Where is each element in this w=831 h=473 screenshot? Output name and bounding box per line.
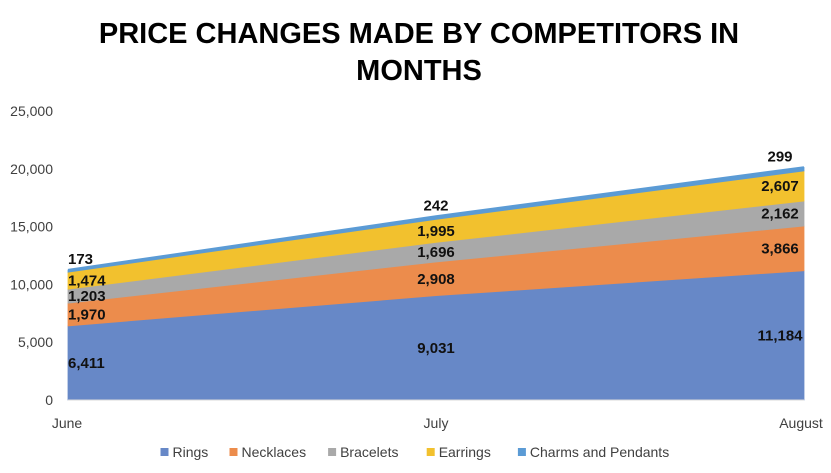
y-axis: 0 5,000 10,000 15,000 20,000 25,000 bbox=[10, 103, 53, 408]
x-tick-label: June bbox=[52, 415, 83, 431]
y-tick-label: 10,000 bbox=[10, 276, 53, 292]
legend-item-rings: Rings bbox=[160, 444, 209, 460]
data-label: 1,696 bbox=[417, 244, 455, 261]
data-label: 173 bbox=[68, 251, 93, 268]
data-label: 1,203 bbox=[68, 288, 106, 305]
data-label: 2,607 bbox=[761, 178, 799, 195]
y-tick-label: 5,000 bbox=[18, 334, 53, 350]
data-label: 1,995 bbox=[417, 223, 455, 240]
legend-item-charms-and-pendants: Charms and Pendants bbox=[517, 444, 669, 460]
x-axis: June July August bbox=[52, 399, 823, 431]
legend-item-necklaces: Necklaces bbox=[229, 444, 307, 460]
chart-title-line-2: MONTHS bbox=[356, 55, 482, 87]
y-tick-label: 25,000 bbox=[10, 103, 53, 119]
legend-swatch bbox=[160, 448, 169, 456]
legend-item-bracelets: Bracelets bbox=[328, 444, 398, 460]
legend-swatch bbox=[426, 448, 435, 456]
y-tick-label: 15,000 bbox=[10, 219, 53, 235]
legend: Rings Necklaces Bracelets Earrings Charms an… bbox=[160, 444, 669, 460]
data-labels: 6,411 9,031 11,184 1,970 2,908 3,866 1,203 1,69… bbox=[68, 148, 803, 372]
y-tick-label: 20,000 bbox=[10, 161, 53, 177]
chart-title-line-1: PRICE CHANGES MADE BY COMPETITORS IN bbox=[99, 18, 739, 50]
area-top-edge bbox=[67, 166, 805, 272]
data-label: 2,908 bbox=[417, 271, 455, 288]
legend-item-earrings: Earrings bbox=[426, 444, 491, 460]
data-label: 2,162 bbox=[761, 206, 799, 223]
data-label: 9,031 bbox=[417, 340, 455, 357]
legend-label: Charms and Pendants bbox=[530, 444, 669, 460]
legend-swatch bbox=[328, 448, 337, 456]
data-label: 1,970 bbox=[68, 307, 106, 324]
data-label: 11,184 bbox=[757, 327, 803, 344]
legend-swatch bbox=[517, 448, 526, 456]
x-tick-label: July bbox=[424, 415, 449, 431]
legend-label: Earrings bbox=[439, 444, 491, 460]
data-label: 1,474 bbox=[68, 273, 106, 290]
legend-swatch bbox=[229, 448, 238, 456]
area-series-group bbox=[67, 166, 805, 401]
data-label: 242 bbox=[423, 198, 448, 215]
data-label: 6,411 bbox=[68, 355, 105, 372]
legend-label: Bracelets bbox=[340, 444, 398, 460]
data-label: 299 bbox=[767, 148, 792, 165]
y-tick-label: 0 bbox=[45, 392, 53, 408]
legend-label: Necklaces bbox=[242, 444, 307, 460]
legend-label: Rings bbox=[173, 444, 209, 460]
data-label: 3,866 bbox=[761, 240, 799, 257]
x-tick-label: August bbox=[779, 415, 823, 431]
